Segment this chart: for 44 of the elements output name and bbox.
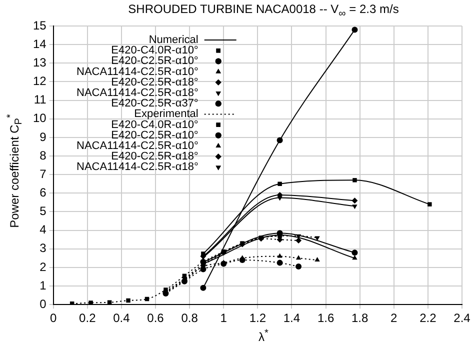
legend-label: E420-C2.5R-α10° — [111, 55, 198, 68]
x-tick-label: 0.8 — [181, 311, 198, 326]
y-tick-label: 9 — [40, 130, 47, 144]
legend-label: NACA11414-C2.5R-α18° — [76, 87, 198, 100]
legend-label: NACA11414-C2.5R-α18° — [76, 161, 198, 174]
annotation: Numerical — [148, 34, 198, 46]
y-tick-label: 4 — [40, 222, 47, 237]
y-tick-label: 0 — [40, 296, 47, 311]
x-tick-label: 1.2 — [249, 311, 266, 326]
x-tick-label: 2.2 — [420, 311, 437, 326]
y-tick-label: 8 — [40, 148, 47, 162]
y-tick-label: 12 — [32, 74, 47, 88]
y-tick-label: 13 — [32, 55, 47, 70]
x-axis-title: λ$^{*}$ — [258, 328, 270, 344]
legend-label: E420-C4.0R-α10° — [111, 44, 198, 57]
legend-label: E420-C2.5R-α18° — [111, 150, 198, 163]
x-tick-label: 1.6 — [317, 311, 334, 326]
y-tick-label: 5 — [40, 204, 47, 218]
y-tick-label: 2 — [40, 260, 47, 274]
y-tick-label: 14 — [32, 36, 47, 51]
x-tick-label: 0 — [50, 311, 58, 326]
y-tick-label: 11 — [34, 92, 47, 107]
y-tick-label: 3 — [40, 241, 47, 256]
x-tick-label: 1.4 — [283, 311, 300, 326]
legend-label: E420-C2.5R-α37° — [111, 98, 198, 110]
x-tick-label: 2 — [390, 311, 398, 326]
chart-title: SHROUDED TURBINE NACA0018 -- V$_{∞}$ = 2.3 m/s — [127, 2, 400, 20]
legend-label: NACA11414-C2.5R-α10° — [76, 140, 198, 152]
x-tick-label: 2.4 — [454, 311, 471, 326]
legend-label: E420-C2.5R-α10° — [111, 129, 198, 142]
x-tick-label: 1.8 — [351, 311, 368, 326]
y-tick-label: 6 — [40, 185, 47, 200]
x-tick-label: 0.2 — [79, 311, 96, 326]
y-tick-label: 10 — [32, 111, 47, 126]
y-tick-label: 1 — [40, 278, 47, 292]
x-tick-label: 0.4 — [113, 311, 130, 326]
x-tick-label: 1 — [220, 311, 228, 326]
annotation: Experimental — [134, 108, 198, 120]
legend-label: E420-C2.5R-α18° — [111, 76, 198, 88]
y-tick-label: 15 — [32, 18, 47, 32]
legend-label: NACA11414-C2.5R-α10° — [76, 66, 198, 78]
x-tick-label: 0.6 — [147, 311, 164, 326]
legend-label: E420-C4.0R-α10° — [111, 118, 198, 131]
y-tick-label: 7 — [40, 166, 47, 181]
